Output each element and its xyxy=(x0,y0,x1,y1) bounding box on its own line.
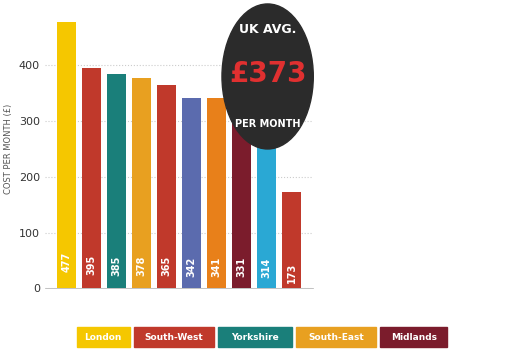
Text: Yorkshire: Yorkshire xyxy=(231,333,279,342)
Text: 395: 395 xyxy=(86,255,96,275)
FancyBboxPatch shape xyxy=(381,327,447,347)
Bar xyxy=(282,192,301,288)
Bar xyxy=(182,98,201,288)
Bar xyxy=(57,22,75,288)
Ellipse shape xyxy=(222,4,313,149)
FancyBboxPatch shape xyxy=(218,327,292,347)
Text: South-West: South-West xyxy=(145,333,203,342)
FancyBboxPatch shape xyxy=(77,327,130,347)
Text: South-East: South-East xyxy=(308,333,364,342)
Text: 173: 173 xyxy=(287,262,297,283)
Bar xyxy=(107,74,126,288)
Text: 477: 477 xyxy=(62,252,71,273)
Text: London: London xyxy=(85,333,122,342)
Text: 314: 314 xyxy=(262,258,271,278)
Y-axis label: COST PER MONTH (£): COST PER MONTH (£) xyxy=(4,104,13,194)
Text: 385: 385 xyxy=(111,255,121,275)
Text: 342: 342 xyxy=(187,257,196,277)
Bar xyxy=(232,104,251,288)
Bar xyxy=(257,113,276,288)
FancyBboxPatch shape xyxy=(133,327,214,347)
FancyBboxPatch shape xyxy=(296,327,376,347)
Text: Midlands: Midlands xyxy=(391,333,437,342)
Text: 331: 331 xyxy=(237,257,247,277)
Bar xyxy=(157,85,176,288)
Text: 341: 341 xyxy=(211,257,222,277)
Text: 365: 365 xyxy=(161,256,172,276)
Bar xyxy=(132,77,151,288)
Bar xyxy=(207,98,226,288)
Text: £373: £373 xyxy=(229,60,307,88)
Bar xyxy=(82,68,101,288)
Text: UK AVG.: UK AVG. xyxy=(239,23,296,36)
Text: PER MONTH: PER MONTH xyxy=(235,119,300,129)
Text: 378: 378 xyxy=(136,255,146,276)
